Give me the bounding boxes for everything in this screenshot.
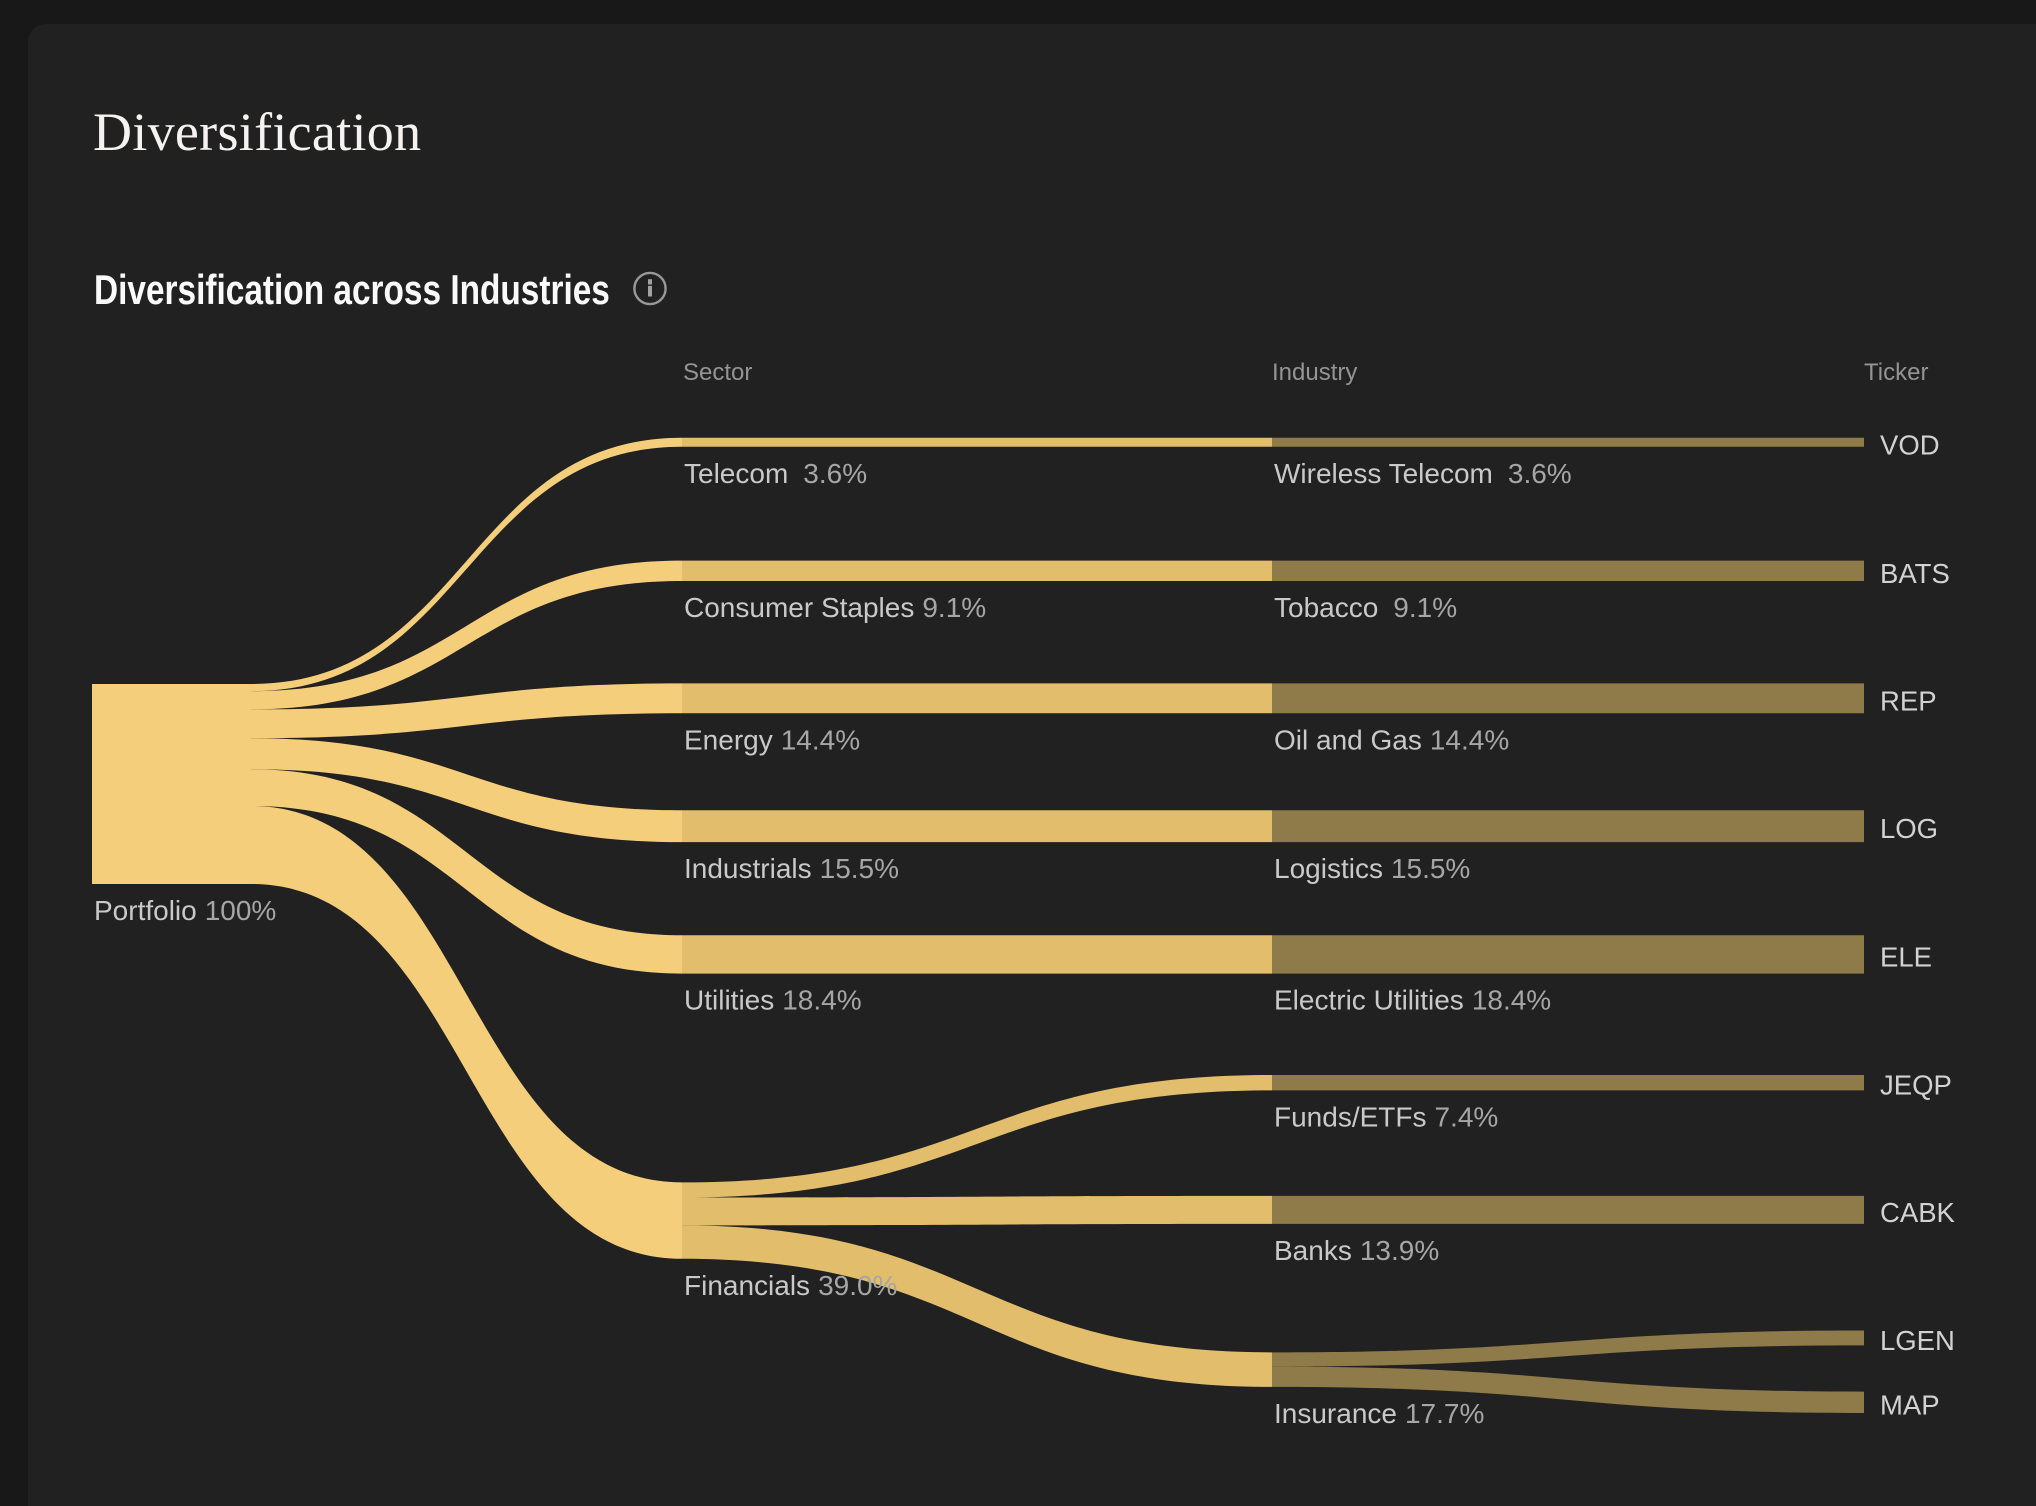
svg-text:BATS: BATS [1880,558,1950,589]
svg-text:CABK: CABK [1880,1197,1956,1228]
svg-text:REP: REP [1880,685,1937,716]
svg-text:Sector: Sector [683,359,752,386]
svg-text:JEQP: JEQP [1880,1070,1952,1101]
svg-text:ELE: ELE [1880,942,1932,973]
svg-text:LOG: LOG [1880,813,1938,844]
svg-text:MAP: MAP [1880,1389,1940,1420]
svg-text:VOD: VOD [1880,429,1940,460]
svg-text:LGEN: LGEN [1880,1325,1955,1356]
svg-text:Ticker: Ticker [1864,359,1928,386]
svg-text:Industry: Industry [1272,359,1357,386]
